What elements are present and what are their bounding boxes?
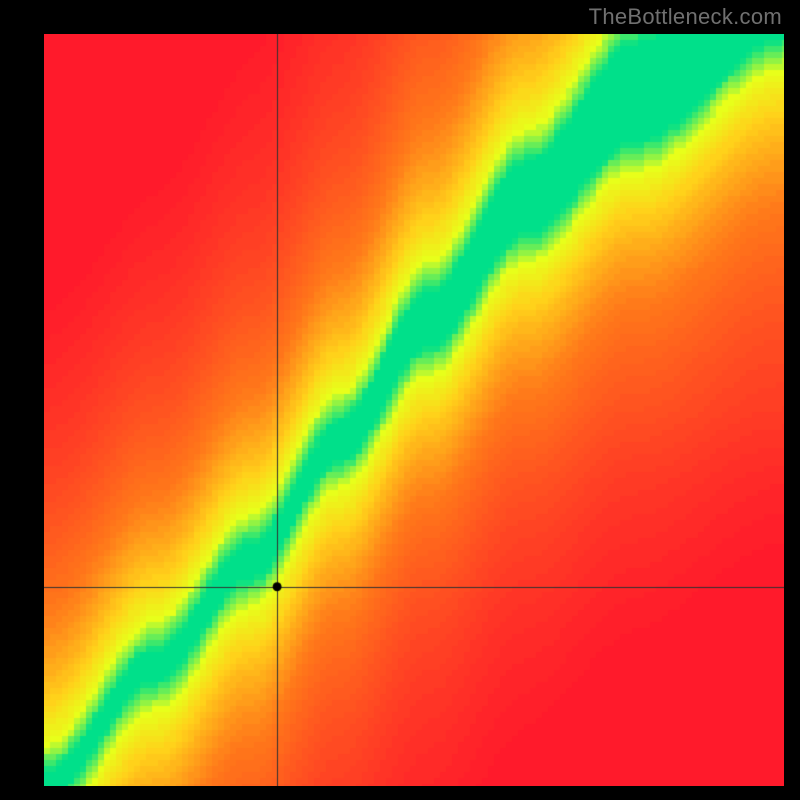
watermark-text: TheBottleneck.com bbox=[589, 4, 782, 30]
bottleneck-heatmap bbox=[44, 34, 784, 786]
